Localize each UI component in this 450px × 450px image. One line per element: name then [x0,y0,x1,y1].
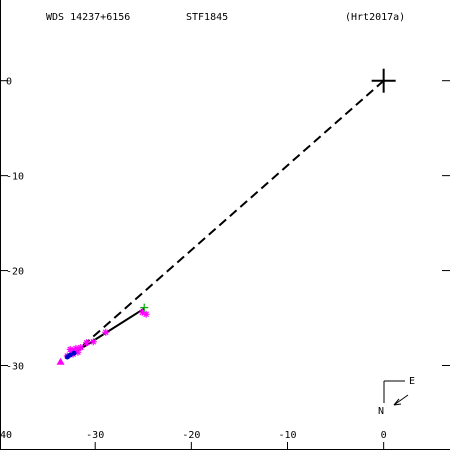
measure-stroke [143,311,150,318]
axis-tick-labels: 40 -30 -20 -10 0 0 -10 -20 -30 [0,77,387,441]
compass-north-label: N [378,406,384,417]
y-tick-label: -30 [6,362,24,373]
last-observation [140,303,149,312]
measure-point [89,338,97,346]
measure-point [83,339,91,347]
header-wds: WDS 14237+6156 [46,12,130,23]
measure-point [142,310,150,318]
y-tick-label: -10 [6,172,24,183]
header-name: STF1845 [186,12,228,23]
axis-ticks [0,80,450,450]
compass-arrowhead [393,398,402,406]
x-tick-label: 40 [0,430,12,441]
observation-marks [56,68,396,365]
y-tick-label: 0 [6,77,12,88]
measure-stroke [90,338,97,345]
x-tick-label: -30 [86,430,104,441]
compass: E N [378,376,415,417]
measure-point [102,328,110,336]
x-tick-label: -20 [182,430,200,441]
x-tick-label: 0 [381,430,387,441]
measure-stroke [102,329,109,336]
measure-point [77,343,85,351]
measure-stroke [73,345,79,352]
x-tick-label: -10 [278,430,296,441]
compass-direction-arrow [393,394,409,406]
measure-stroke [83,339,90,346]
first-observation [56,357,65,365]
blue-point [71,350,77,356]
blue-point [64,354,70,360]
y-tick-label: -20 [6,267,24,278]
measure-point [72,344,80,352]
measure-stroke [77,344,84,351]
compass-east-label: E [409,376,415,387]
header-ref: (Hrt2017a) [345,12,405,23]
